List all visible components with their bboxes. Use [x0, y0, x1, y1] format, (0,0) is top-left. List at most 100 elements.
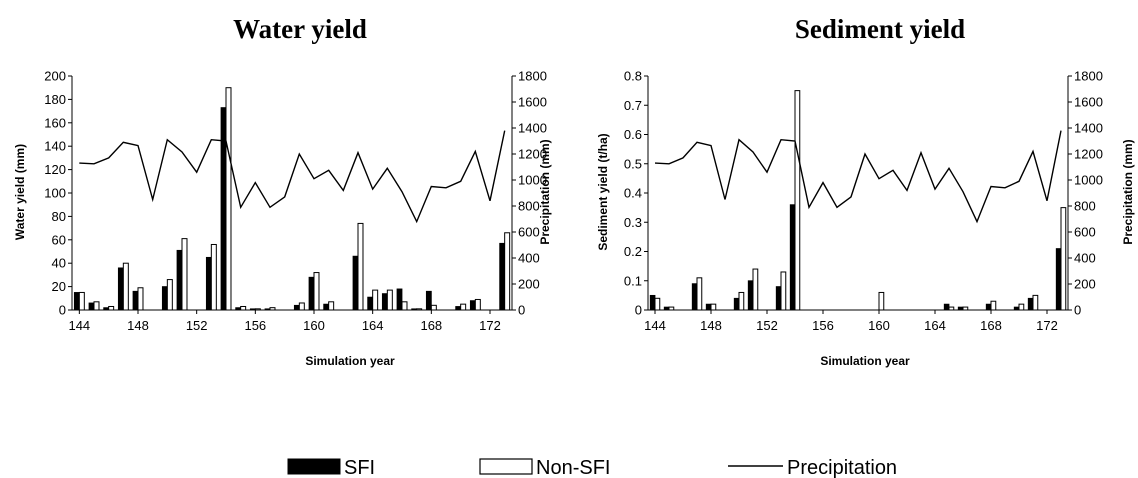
bar-nonsfi-168 — [430, 304, 437, 311]
sediment-yield-chart: Sediment yield 0 0.1 0.2 0.3 0.4 0.5 0.6 0.7 0.8… — [596, 14, 1135, 368]
y2-tick-label: 1600 — [518, 95, 547, 110]
bar-sfi-150 — [733, 297, 740, 311]
bar-nonsfi-146 — [108, 305, 115, 311]
bar-sfi-154 — [789, 204, 796, 311]
y2-tick-label: 600 — [518, 225, 540, 240]
y2-axis-label: Precipitation (mm) — [1121, 139, 1135, 244]
bar-sfi-166 — [396, 288, 403, 311]
bar-sfi-147 — [117, 267, 124, 311]
bar-nonsfi-170 — [1018, 303, 1025, 311]
water-yield-chart: Water yield 0204060801001201401601802000… — [13, 14, 552, 368]
chart-title: Sediment yield — [795, 14, 965, 44]
y2-tick-label: 400 — [518, 251, 540, 266]
bar-nonsfi-168 — [990, 300, 997, 311]
y2-tick-label: 0 — [1074, 303, 1081, 318]
y2-tick-label: 1400 — [1074, 121, 1103, 136]
bar-nonsfi-161 — [328, 301, 335, 311]
y-tick-label: 0.6 — [624, 127, 642, 142]
bar-nonsfi-147 — [696, 277, 703, 311]
bar-sfi-159 — [293, 304, 300, 311]
bar-nonsfi-163 — [357, 222, 364, 311]
bar-nonsfi-150 — [166, 279, 173, 311]
y-tick-label: 0.3 — [624, 215, 642, 230]
y-tick-label: 0 — [59, 303, 66, 318]
x-tick-label: 152 — [186, 318, 208, 333]
bar-nonsfi-144 — [78, 291, 85, 311]
bar-nonsfi-144 — [654, 297, 661, 311]
x-tick-label: 168 — [420, 318, 442, 333]
y2-tick-label: 800 — [1074, 199, 1096, 214]
legend-label-sfi: SFI — [344, 457, 375, 478]
bar-nonsfi-160 — [313, 272, 320, 311]
x-tick-label: 172 — [479, 318, 501, 333]
bar-sfi-147 — [691, 283, 698, 311]
y-tick-label: 20 — [52, 279, 66, 294]
y2-tick-label: 1200 — [1074, 147, 1103, 162]
bar-sfi-168 — [985, 303, 992, 311]
y-tick-label: 60 — [52, 232, 66, 247]
y2-tick-label: 1400 — [518, 121, 547, 136]
chart-title: Water yield — [233, 14, 367, 44]
y-tick-label: 100 — [44, 186, 66, 201]
axes-group: 0 20 40 60 80 100 120 140 160 180 200 0 200 400 600 800… — [44, 69, 547, 334]
bar-nonsfi-160 — [878, 291, 885, 311]
bar-nonsfi-153 — [780, 271, 787, 311]
x-tick-label: 172 — [1036, 318, 1058, 333]
x-tick-label: 144 — [644, 318, 666, 333]
bar-sfi-168 — [425, 290, 432, 311]
y2-tick-label: 200 — [518, 277, 540, 292]
bar-nonsfi-154 — [225, 87, 232, 311]
bar-sfi-151 — [176, 249, 183, 311]
bar-sfi-144 — [649, 294, 656, 311]
bar-sfi-148 — [132, 290, 139, 311]
legend: SFI Non-SFI Precipitation — [287, 457, 897, 478]
x-tick-label: 148 — [700, 318, 722, 333]
precipitation-line — [654, 130, 1062, 224]
x-tick-label: 160 — [868, 318, 890, 333]
bar-sfi-164 — [367, 296, 374, 311]
precip-line-group — [654, 130, 1062, 224]
legend-label-precip: Precipitation — [787, 457, 897, 478]
bar-sfi-154 — [220, 107, 227, 311]
bar-nonsfi-151 — [181, 238, 188, 311]
x-tick-label: 152 — [756, 318, 778, 333]
y2-tick-label: 1600 — [1074, 95, 1103, 110]
bar-sfi-165 — [381, 293, 388, 311]
y-tick-label: 0.8 — [624, 69, 642, 84]
bar-sfi-144 — [73, 292, 80, 311]
bar-nonsfi-155 — [240, 305, 247, 311]
y-tick-label: 120 — [44, 162, 66, 177]
bar-nonsfi-145 — [93, 301, 100, 311]
bar-sfi-153 — [775, 286, 782, 311]
bar-sfi-150 — [161, 286, 168, 311]
bar-nonsfi-164 — [372, 289, 379, 311]
y2-tick-label: 1800 — [1074, 69, 1103, 84]
y2-axis-label: Precipitation (mm) — [538, 139, 552, 244]
bar-nonsfi-171 — [1032, 294, 1039, 311]
y-tick-label: 0 — [635, 303, 642, 318]
y-tick-label: 0.1 — [624, 273, 642, 288]
bar-sfi-163 — [352, 255, 359, 311]
bar-nonsfi-173 — [1060, 207, 1067, 311]
y-axis-label: Sediment yield (t/ha) — [596, 133, 610, 250]
bars-group — [649, 90, 1067, 311]
y-tick-label: 160 — [44, 115, 66, 130]
legend-label-nonsfi: Non-SFI — [536, 457, 610, 478]
bar-nonsfi-170 — [460, 303, 467, 311]
x-axis-label: Simulation year — [305, 354, 395, 368]
y2-tick-label: 1000 — [518, 173, 547, 188]
y-tick-label: 0.2 — [624, 244, 642, 259]
y-tick-label: 180 — [44, 92, 66, 107]
bar-nonsfi-173 — [504, 232, 511, 311]
bar-sfi-170 — [455, 306, 462, 311]
bar-nonsfi-148 — [710, 303, 717, 311]
x-tick-label: 156 — [812, 318, 834, 333]
bar-sfi-153 — [205, 256, 212, 311]
bar-nonsfi-147 — [122, 262, 129, 311]
x-tick-label: 160 — [303, 318, 325, 333]
y-tick-label: 80 — [52, 209, 66, 224]
x-tick-label: 164 — [924, 318, 946, 333]
bar-sfi-148 — [705, 303, 712, 311]
bar-sfi-165 — [943, 303, 950, 311]
bars-group — [73, 87, 511, 311]
